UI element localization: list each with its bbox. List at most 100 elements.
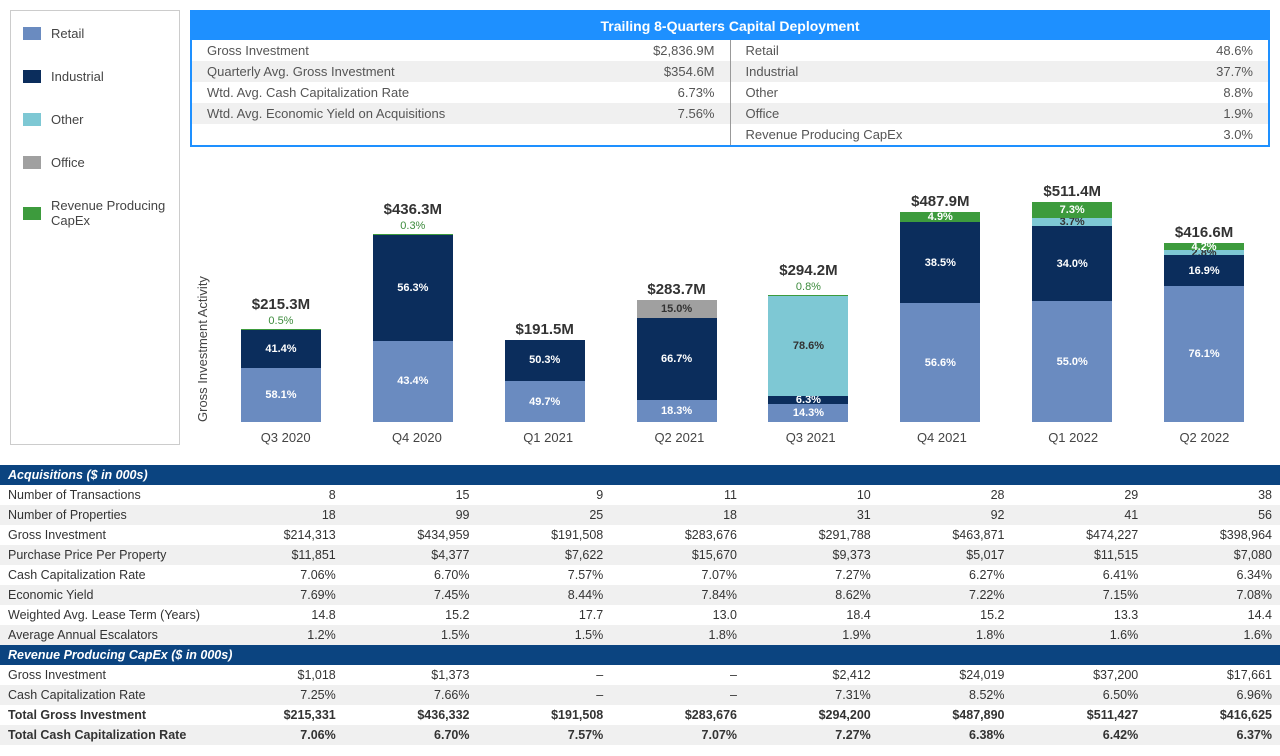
bar-stack: 55.0%34.0%3.7%7.3% [1032, 202, 1112, 422]
bar-segment-retail: 18.3% [637, 400, 717, 422]
table-cell: 6.50% [1013, 685, 1147, 705]
table-cell: 7.25% [210, 685, 344, 705]
summary-label: Industrial [746, 64, 799, 79]
table-cell: 7.84% [611, 585, 745, 605]
bar-segment-industrial: 16.9% [1164, 255, 1244, 285]
table-cell: Average Annual Escalators [0, 625, 210, 645]
table-cell: $11,851 [210, 545, 344, 565]
bar-segment-industrial: 66.7% [637, 318, 717, 399]
bar-stack: 14.3%6.3%78.6% [768, 295, 848, 422]
x-axis-label: Q4 2020 [357, 430, 477, 445]
x-axis-label: Q3 2021 [751, 430, 871, 445]
bar-segment-retail: 58.1% [241, 368, 321, 422]
table-row: Weighted Avg. Lease Term (Years)14.815.2… [0, 605, 1280, 625]
summary-value: 37.7% [1216, 64, 1253, 79]
table-cell: $291,788 [745, 525, 879, 545]
table-cell: Total Cash Capitalization Rate [0, 725, 210, 745]
table-cell: 1.5% [478, 625, 612, 645]
x-axis-label: Q4 2021 [882, 430, 1002, 445]
table-cell: 14.4 [1146, 605, 1280, 625]
summary-row: Revenue Producing CapEx3.0% [731, 124, 1269, 145]
table-cell: 15.2 [879, 605, 1013, 625]
bar-segment-capex: 4.2% [1164, 243, 1244, 251]
table-cell: 7.31% [745, 685, 879, 705]
bar-segment-other: 78.6% [768, 296, 848, 395]
bar-segment-retail: 55.0% [1032, 301, 1112, 422]
table-cell: 1.6% [1013, 625, 1147, 645]
x-axis-labels: Q3 2020Q4 2020Q1 2021Q2 2021Q3 2021Q4 20… [220, 430, 1270, 445]
table-cell: Purchase Price Per Property [0, 545, 210, 565]
table-row: Cash Capitalization Rate7.06%6.70%7.57%7… [0, 565, 1280, 585]
bar-capex-pct: 0.8% [796, 281, 821, 293]
table-cell: 6.42% [1013, 725, 1147, 745]
table-cell: $416,625 [1146, 705, 1280, 725]
legend-swatch [23, 156, 41, 169]
bar-total-label: $215.3M [252, 296, 310, 313]
bar-segment-office: 15.0% [637, 300, 717, 318]
bar-stack: 56.6%38.5%4.9% [900, 212, 980, 422]
summary-value: 3.0% [1223, 127, 1253, 142]
summary-value: $2,836.9M [653, 43, 714, 58]
table-cell: 7.27% [745, 565, 879, 585]
table-row: Purchase Price Per Property$11,851$4,377… [0, 545, 1280, 565]
table-cell: 7.08% [1146, 585, 1280, 605]
table-cell: – [611, 685, 745, 705]
table-cell: 18 [210, 505, 344, 525]
summary-value: 6.73% [678, 85, 715, 100]
data-table: Acquisitions ($ in 000s)Number of Transa… [0, 465, 1280, 745]
table-cell: $294,200 [745, 705, 879, 725]
legend-item: Industrial [23, 69, 167, 84]
table-cell: – [478, 665, 612, 685]
table-cell: 7.27% [745, 725, 879, 745]
x-axis-label: Q1 2021 [488, 430, 608, 445]
table-cell: 31 [745, 505, 879, 525]
legend-label: Revenue Producing CapEx [51, 198, 167, 228]
table-cell: 13.3 [1013, 605, 1147, 625]
legend-item: Office [23, 155, 167, 170]
bars-container: $215.3M0.5%58.1%41.4%$436.3M0.3%43.4%56.… [215, 162, 1270, 422]
table-cell: 56 [1146, 505, 1280, 525]
bar-segment-capex: 4.9% [900, 212, 980, 222]
table-row: Number of Transactions81591110282938 [0, 485, 1280, 505]
summary-value: 1.9% [1223, 106, 1253, 121]
table-cell: 38 [1146, 485, 1280, 505]
table-cell: 6.37% [1146, 725, 1280, 745]
summary-label: Other [746, 85, 779, 100]
bar-stack: 43.4%56.3% [373, 234, 453, 422]
table-cell: 6.41% [1013, 565, 1147, 585]
table-cell: 7.15% [1013, 585, 1147, 605]
table-cell: – [611, 665, 745, 685]
table-cell: Number of Transactions [0, 485, 210, 505]
table-row: Gross Investment$1,018$1,373––$2,412$24,… [0, 665, 1280, 685]
table-cell: $17,661 [1146, 665, 1280, 685]
legend-box: RetailIndustrialOtherOfficeRevenue Produ… [10, 10, 180, 445]
table-cell: Number of Properties [0, 505, 210, 525]
table-section-header: Revenue Producing CapEx ($ in 000s) [0, 645, 1280, 665]
table-cell: $7,622 [478, 545, 612, 565]
table-cell: 92 [879, 505, 1013, 525]
table-cell: 7.06% [210, 565, 344, 585]
table-cell: 6.96% [1146, 685, 1280, 705]
bar-group: $215.3M0.5%58.1%41.4% [221, 296, 341, 422]
summary-label: Wtd. Avg. Cash Capitalization Rate [207, 85, 409, 100]
stacked-bar-chart: Gross Investment Activity $215.3M0.5%58.… [190, 162, 1270, 422]
summary-label: Quarterly Avg. Gross Investment [207, 64, 395, 79]
table-cell: $191,508 [478, 525, 612, 545]
bar-segment-industrial: 34.0% [1032, 226, 1112, 301]
table-cell: $283,676 [611, 525, 745, 545]
table-cell: 15.2 [344, 605, 478, 625]
table-cell: 29 [1013, 485, 1147, 505]
bar-segment-retail: 76.1% [1164, 286, 1244, 422]
bar-segment-retail: 49.7% [505, 381, 585, 422]
bar-stack: 49.7%50.3% [505, 340, 585, 422]
table-cell: $214,313 [210, 525, 344, 545]
summary-row: Retail48.6% [731, 40, 1269, 61]
table-cell: $398,964 [1146, 525, 1280, 545]
table-row: Total Gross Investment$215,331$436,332$1… [0, 705, 1280, 725]
table-cell: 8.44% [478, 585, 612, 605]
bar-capex-pct: 0.5% [268, 315, 293, 327]
bar-group: $436.3M0.3%43.4%56.3% [353, 201, 473, 422]
table-cell: 18.4 [745, 605, 879, 625]
summary-row: Industrial 37.7% [731, 61, 1269, 82]
table-cell: 18 [611, 505, 745, 525]
